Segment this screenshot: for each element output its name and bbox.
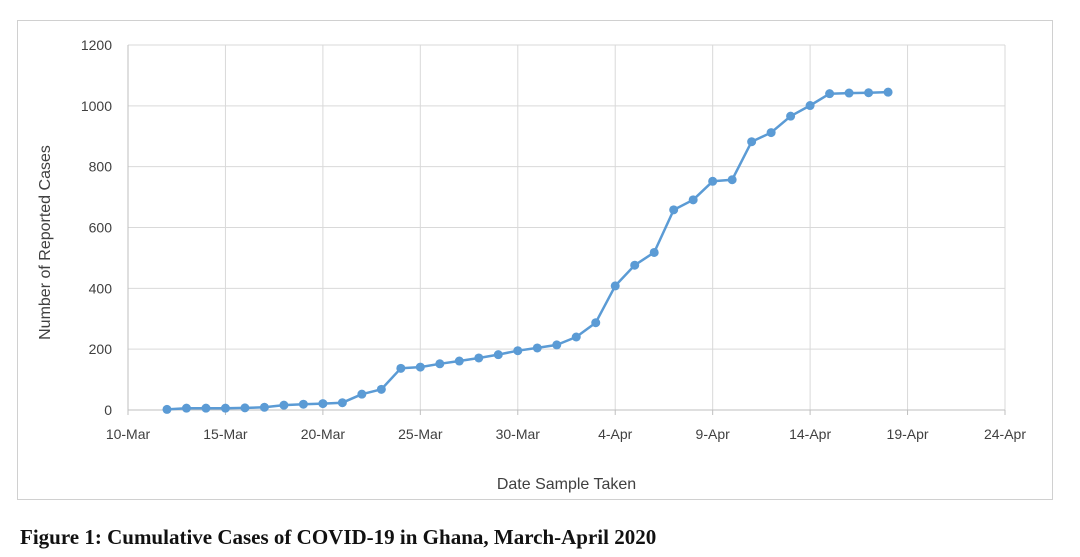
y-tick-label: 1200 (81, 37, 112, 53)
data-point (610, 281, 620, 291)
x-tick-label: 14-Apr (789, 426, 831, 442)
data-point (357, 389, 367, 399)
data-point (318, 399, 328, 409)
data-point (259, 402, 269, 412)
figure-caption: Figure 1: Cumulative Cases of COVID-19 i… (20, 525, 657, 549)
data-point (844, 88, 854, 98)
data-point (630, 260, 640, 270)
x-tick-label: 10-Mar (106, 426, 151, 442)
data-point (805, 101, 815, 111)
data-point (474, 353, 484, 363)
data-point (552, 340, 562, 350)
data-point (162, 404, 172, 414)
data-point (727, 175, 737, 185)
data-point (669, 205, 679, 215)
data-point (513, 346, 523, 356)
data-point (396, 363, 406, 373)
y-tick-label: 400 (89, 280, 113, 296)
x-tick-label: 9-Apr (696, 426, 731, 442)
chart-frame (17, 20, 1053, 500)
data-point (571, 332, 581, 342)
data-point (883, 87, 893, 97)
data-point (688, 195, 698, 205)
data-point (415, 362, 425, 372)
axes (127, 45, 1006, 415)
data-point (435, 359, 445, 369)
data-point (708, 176, 718, 186)
data-point (864, 88, 874, 98)
data-point (747, 137, 757, 147)
x-tick-label: 24-Apr (984, 426, 1026, 442)
series-line (166, 90, 889, 411)
data-point (240, 403, 250, 413)
data-point (220, 403, 230, 413)
x-tick-label: 20-Mar (301, 426, 346, 442)
x-tick-label: 19-Apr (887, 426, 929, 442)
data-point (181, 403, 191, 413)
y-tick-label: 800 (89, 159, 113, 175)
data-point (786, 111, 796, 121)
data-point (298, 399, 308, 409)
x-tick-label: 4-Apr (598, 426, 633, 442)
x-tick-label: 15-Mar (203, 426, 248, 442)
y-tick-label: 0 (104, 402, 112, 418)
y-tick-label: 600 (89, 220, 113, 236)
data-point (591, 318, 601, 328)
y-tick-label: 1000 (81, 98, 112, 114)
data-point (454, 356, 464, 366)
data-point (649, 247, 659, 257)
data-point (532, 343, 542, 353)
x-tick-label: 25-Mar (398, 426, 443, 442)
x-axis-title: Date Sample Taken (497, 476, 636, 493)
data-point (766, 128, 776, 138)
y-axis-title: Number of Reported Cases (37, 145, 54, 340)
data-point (376, 384, 386, 394)
data-point (201, 403, 211, 413)
x-tick-label: 30-Mar (496, 426, 541, 442)
data-point (493, 350, 503, 360)
data-point (337, 398, 347, 408)
data-point (279, 400, 289, 410)
gridlines (128, 44, 1006, 410)
data-point (825, 89, 835, 99)
y-tick-label: 200 (89, 341, 113, 357)
tick-labels: 0 200 400 600 800 1000 1200 10-Mar 15-Mar 20-Mar 2… (81, 37, 1026, 442)
series (162, 87, 893, 414)
